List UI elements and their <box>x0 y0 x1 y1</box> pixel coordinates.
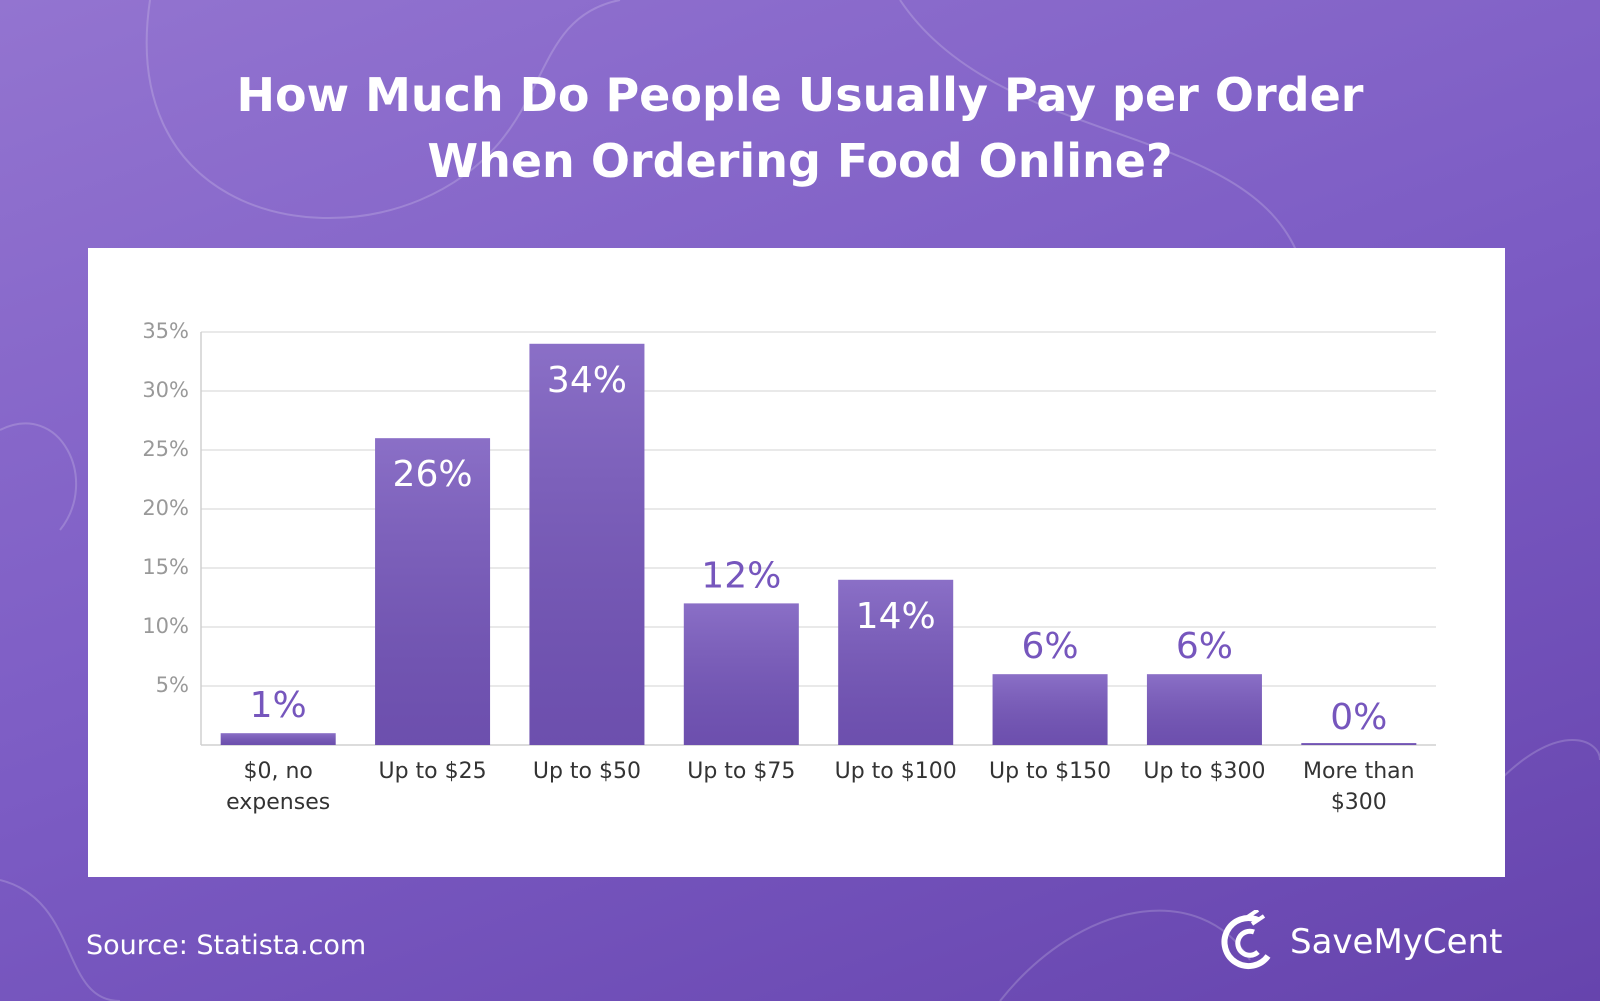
x-tick-label: Up to $50 <box>532 759 641 784</box>
chart-panel <box>88 248 1505 877</box>
value-label: 26% <box>393 454 473 495</box>
value-label: 6% <box>1176 626 1233 667</box>
bar-shade <box>1146 674 1262 745</box>
chart-title: How Much Do People Usually Pay per Order… <box>236 68 1364 188</box>
x-tick-label: Up to $150 <box>988 759 1112 784</box>
bar-shade <box>683 603 799 745</box>
bar-shade <box>1301 743 1417 745</box>
y-tick-label: 10% <box>142 614 189 638</box>
x-tick-label: Up to $100 <box>834 759 957 784</box>
x-tick-label: Up to $300 <box>1143 759 1266 784</box>
source: Source: Statista.com <box>86 930 367 961</box>
value-label: 1% <box>250 685 307 726</box>
y-tick-label: 15% <box>142 555 189 579</box>
x-tick-label: Up to $25 <box>378 759 487 784</box>
value-label: 34% <box>547 360 627 401</box>
y-tick-label: 20% <box>142 496 189 520</box>
bar-shade <box>838 579 954 745</box>
value-label: 6% <box>1022 626 1079 667</box>
value-label: 14% <box>856 596 936 637</box>
bar-shade <box>992 674 1108 745</box>
value-label: 0% <box>1330 697 1387 738</box>
bar-shade <box>529 343 645 745</box>
x-tick-label: $0, no expenses <box>226 759 331 815</box>
y-tick-label: 30% <box>142 378 189 402</box>
x-tick-label: More than $300 <box>1303 759 1415 815</box>
value-label: 12% <box>701 555 781 596</box>
bar-shade <box>220 733 336 745</box>
bar-shade <box>375 438 491 745</box>
brand: SaveMyCent <box>1290 922 1503 962</box>
brand-logo <box>1221 910 1271 970</box>
x-tick-label: Up to $75 <box>687 759 796 784</box>
y-tick-label: 35% <box>142 319 189 343</box>
y-tick-label: 5% <box>156 673 189 697</box>
y-tick-label: 25% <box>142 437 189 461</box>
